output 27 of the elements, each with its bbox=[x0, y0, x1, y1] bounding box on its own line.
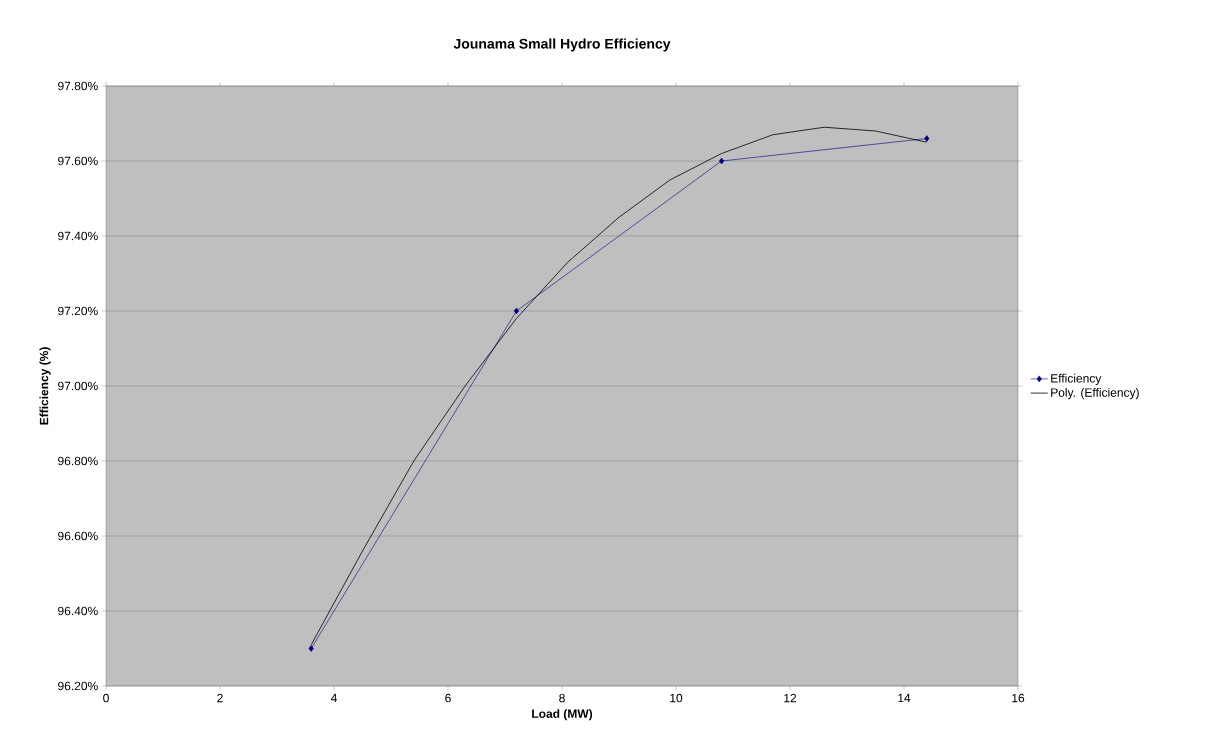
y-axis-title: Efficiency (%) bbox=[39, 347, 51, 425]
point bbox=[513, 307, 519, 315]
point bbox=[719, 157, 725, 165]
y-tick-label: 97.40% bbox=[58, 231, 98, 241]
y-tick-label: 96.40% bbox=[58, 606, 98, 616]
y-tick-label: 96.80% bbox=[58, 456, 98, 466]
x-tick-label: 2 bbox=[217, 693, 223, 703]
y-tick-label: 97.80% bbox=[58, 81, 98, 91]
x-tick-label: 16 bbox=[1012, 693, 1025, 703]
x-tick-label: 12 bbox=[784, 693, 797, 703]
chart-title: Jounama Small Hydro Efficiency bbox=[453, 38, 671, 52]
y-tick-label: 97.60% bbox=[58, 156, 98, 166]
x-tick-label: 14 bbox=[898, 693, 911, 703]
point bbox=[924, 135, 930, 142]
x-tick-label: 10 bbox=[670, 693, 683, 703]
legend-label: Efficiency bbox=[1051, 373, 1102, 385]
x-tick-label: 8 bbox=[559, 693, 565, 703]
y-tick-label: 97.00% bbox=[58, 381, 98, 391]
y-tick-label: 96.20% bbox=[58, 681, 98, 691]
y-tick-label: 97.20% bbox=[58, 306, 98, 316]
x-axis-title: Load (MW) bbox=[532, 709, 593, 721]
point bbox=[308, 645, 314, 652]
x-tick-label: 6 bbox=[445, 693, 451, 703]
y-tick-label: 96.60% bbox=[58, 531, 98, 541]
x-tick-label: 0 bbox=[103, 693, 109, 703]
x-tick-label: 4 bbox=[330, 693, 337, 703]
legend-label: Poly. (Efficiency) bbox=[1051, 387, 1139, 400]
